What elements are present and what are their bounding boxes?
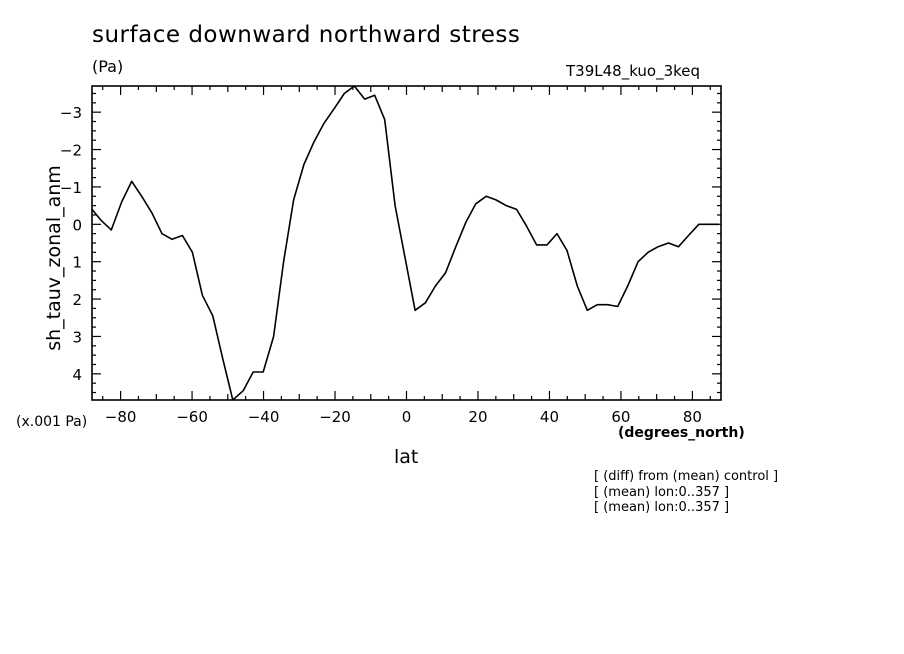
y-tick-label: −3 (60, 104, 82, 122)
chart-units: (Pa) (92, 57, 124, 76)
y-multiplier-label: (x.001 Pa) (16, 414, 88, 430)
x-tick-label: −60 (176, 408, 208, 426)
note-line: [ (mean) lon:0..357 ] (594, 500, 730, 515)
x-tick-label: −40 (248, 408, 280, 426)
x-tick-label: 20 (468, 408, 487, 426)
x-tick-label: 80 (683, 408, 702, 426)
chart-title: surface downward northward stress (92, 22, 521, 48)
x-tick-label: −80 (105, 408, 137, 426)
x-tick-label: 40 (540, 408, 559, 426)
x-tick-label: 60 (611, 408, 630, 426)
x-tick-label: 0 (402, 408, 412, 426)
x-axis-label: lat (394, 446, 419, 468)
run-label: T39L48_kuo_3keq (566, 62, 701, 80)
y-tick-label: 1 (72, 254, 82, 272)
note-line: [ (mean) lon:0..357 ] (594, 484, 730, 500)
y-tick-label: 4 (72, 366, 82, 384)
y-tick-label: 0 (72, 216, 82, 234)
y-tick-label: 2 (72, 291, 82, 309)
notes-block: [ (diff) from (mean) control ] [ (mean) … (594, 469, 778, 516)
series-line (92, 86, 719, 400)
y-tick-label: −2 (60, 142, 82, 160)
y-tick-label: −1 (60, 179, 82, 197)
y-tick-label: 3 (72, 328, 82, 346)
x-tick-label: −20 (319, 408, 351, 426)
x-units-label: (degrees_north) (618, 425, 745, 441)
note-line: [ (diff) from (mean) control ] (594, 469, 779, 484)
